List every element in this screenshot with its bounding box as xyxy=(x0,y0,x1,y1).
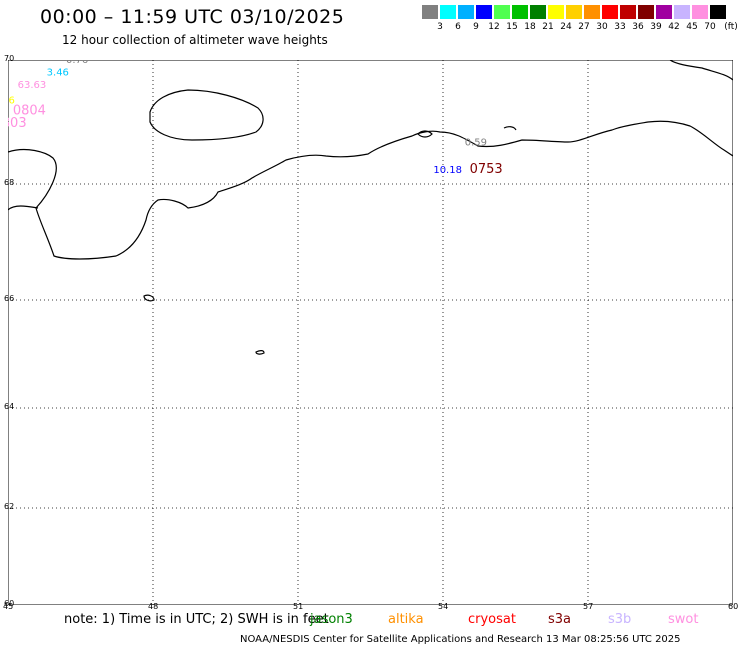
color-swatch xyxy=(476,5,493,19)
color-swatch xyxy=(530,5,547,19)
color-swatch xyxy=(548,5,565,19)
lat-tick-label: 68 xyxy=(4,178,15,187)
color-scale-tick: 30 xyxy=(596,22,608,32)
color-swatch xyxy=(620,5,637,19)
color-scale-tick: 70 xyxy=(704,22,716,32)
swh-label: 10.18 xyxy=(433,165,462,176)
satellite-legend-item: s3b xyxy=(608,612,632,627)
color-swatch xyxy=(710,5,727,19)
swh-label: 0803 xyxy=(8,116,27,131)
color-scale-tick: 18 xyxy=(524,22,536,32)
lat-tick-label: 64 xyxy=(4,402,15,411)
lon-tick-label: 57 xyxy=(583,602,594,611)
satellite-legend-item: jason3 xyxy=(310,612,353,627)
color-swatch xyxy=(422,5,439,19)
color-swatch xyxy=(656,5,673,19)
color-scale-tick: 36 xyxy=(632,22,644,32)
novaya-zemlya xyxy=(669,60,733,81)
color-swatch xyxy=(566,5,583,19)
coastline xyxy=(8,60,733,355)
coastline-west xyxy=(8,120,733,260)
islet-4 xyxy=(417,130,433,138)
color-scale-tick: 9 xyxy=(473,22,479,32)
satellite-legend-item: swot xyxy=(668,612,699,627)
swh-label: 0804 xyxy=(13,104,46,119)
lon-tick-label: 48 xyxy=(148,602,159,611)
lon-tick-label: 45 xyxy=(3,602,14,611)
swh-label: 63.63 xyxy=(18,80,47,91)
footer-credit: NOAA/NESDIS Center for Satellite Applica… xyxy=(240,634,681,645)
color-swatch xyxy=(638,5,655,19)
satellite-legend-item: altika xyxy=(388,612,424,627)
coastline-south-bay xyxy=(8,205,39,211)
color-swatch xyxy=(494,5,511,19)
lon-tick-label: 54 xyxy=(438,602,449,611)
color-scale-tick: 6 xyxy=(455,22,461,32)
color-scale-tick: 21 xyxy=(542,22,554,32)
color-scale-unit: (ft) xyxy=(724,22,738,32)
lat-tick-label: 62 xyxy=(4,502,15,511)
color-scale-tick: 45 xyxy=(686,22,698,32)
page-subtitle: 12 hour collection of altimeter wave hei… xyxy=(62,33,328,47)
color-scale-tick: 39 xyxy=(650,22,662,32)
color-scale-tick: 33 xyxy=(614,22,626,32)
islet-1 xyxy=(143,294,155,302)
color-scale-tick: 42 xyxy=(668,22,680,32)
swh-label: 22.06 xyxy=(8,95,15,106)
kolguev-island xyxy=(149,89,264,141)
note-text: note: 1) Time is in UTC; 2) SWH is in fe… xyxy=(64,612,329,627)
swh-label: 3.46 xyxy=(47,68,69,79)
color-swatch xyxy=(602,5,619,19)
color-scale-tick: 24 xyxy=(560,22,572,32)
map-frame xyxy=(8,60,733,605)
page-title: 00:00 – 11:59 UTC 03/10/2025 xyxy=(40,6,345,28)
lat-tick-label: 70 xyxy=(4,54,15,63)
color-swatch xyxy=(584,5,601,19)
satellite-legend-item: s3a xyxy=(548,612,572,627)
lon-tick-label: 60 xyxy=(728,602,739,611)
color-swatch xyxy=(674,5,691,19)
islet-3 xyxy=(503,126,517,131)
color-swatch xyxy=(692,5,709,19)
lat-tick-label: 60 xyxy=(4,599,15,608)
map-grid xyxy=(8,60,733,605)
swh-label: 0753 xyxy=(470,162,503,177)
color-scale-tick: 15 xyxy=(506,22,518,32)
color-swatch xyxy=(458,5,475,19)
swh-labels: 0.763.4663.6322.060.76080421.5208030.591… xyxy=(8,60,503,177)
color-swatch xyxy=(440,5,457,19)
swh-label: 0.76 xyxy=(66,60,88,66)
color-scale-tick: 3 xyxy=(437,22,443,32)
color-scale-tick: 12 xyxy=(488,22,500,32)
lon-tick-label: 51 xyxy=(293,602,304,611)
color-swatch xyxy=(512,5,529,19)
color-scale-tick: 27 xyxy=(578,22,590,32)
satellite-legend-item: cryosat xyxy=(468,612,516,627)
swh-label: 0.59 xyxy=(465,138,487,149)
wave-height-map: 0.763.4663.6322.060.76080421.5208030.591… xyxy=(8,60,733,605)
lat-tick-label: 66 xyxy=(4,294,15,303)
islet-2 xyxy=(255,350,265,355)
